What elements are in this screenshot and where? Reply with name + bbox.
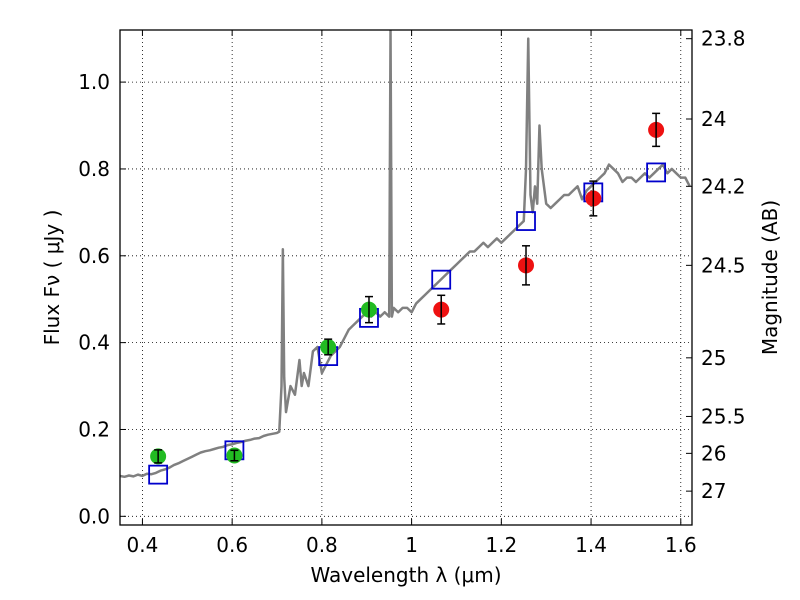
model-square-marker bbox=[431, 269, 452, 290]
right-tick-label: 27 bbox=[701, 479, 726, 503]
spectrum-line bbox=[120, 30, 691, 479]
y-axis-label: Flux Fν ( μJy ) bbox=[40, 210, 64, 346]
grid-lines bbox=[120, 30, 692, 525]
y-tick-label: 0.2 bbox=[78, 417, 110, 441]
right-tick-label: 24.2 bbox=[701, 174, 746, 198]
plot-frame bbox=[119, 29, 693, 526]
right-tick-label: 24 bbox=[701, 107, 726, 131]
y-tick-label: 0.0 bbox=[78, 504, 110, 528]
y-tick-label: 1.0 bbox=[78, 70, 110, 94]
x-tick-label: 0.6 bbox=[216, 533, 248, 557]
y-tick-label: 0.8 bbox=[78, 157, 110, 181]
right-tick-label: 25.5 bbox=[701, 404, 746, 428]
model-square-marker bbox=[646, 162, 667, 183]
x-tick-label: 1.4 bbox=[575, 533, 607, 557]
y-tick-label: 0.6 bbox=[78, 244, 110, 268]
right-tick-label: 26 bbox=[701, 441, 726, 465]
x-axis-label: Wavelength λ (μm) bbox=[310, 563, 501, 587]
right-tick-label: 25 bbox=[701, 346, 726, 370]
x-tick-label: 1.2 bbox=[485, 533, 517, 557]
right-tick-label: 24.5 bbox=[701, 253, 746, 277]
x-tick-label: 1.6 bbox=[665, 533, 697, 557]
y-tick-label: 0.4 bbox=[78, 331, 110, 355]
right-tick-label: 23.8 bbox=[701, 27, 746, 51]
model-square-marker bbox=[516, 211, 536, 231]
axis-ticks: 0.4 0.6 0.8 1 1.2 1.4 1.6 0.0 0.2 0.4 0.6 0.8 1.0 23.… bbox=[78, 27, 745, 557]
x-tick-label: 0.8 bbox=[306, 533, 338, 557]
y-axis-right-label: Magnitude (AB) bbox=[758, 200, 782, 355]
plot-content bbox=[120, 30, 691, 485]
x-tick-label: 0.4 bbox=[127, 533, 159, 557]
x-tick-label: 1 bbox=[405, 533, 418, 557]
model-square-marker bbox=[148, 464, 169, 485]
